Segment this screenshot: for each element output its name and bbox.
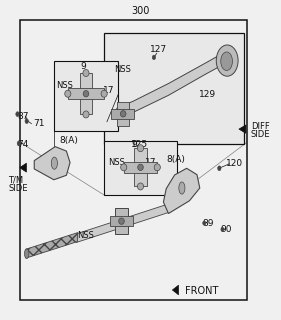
Text: DIFF: DIFF <box>251 122 270 131</box>
Text: 17: 17 <box>144 158 156 167</box>
Text: NSS: NSS <box>108 158 125 167</box>
Ellipse shape <box>137 145 144 152</box>
Polygon shape <box>112 109 134 119</box>
Polygon shape <box>68 88 104 100</box>
Polygon shape <box>26 233 78 258</box>
Polygon shape <box>124 162 157 173</box>
Text: 71: 71 <box>33 119 44 128</box>
Ellipse shape <box>221 52 232 70</box>
Text: 125: 125 <box>131 140 148 149</box>
Text: 9: 9 <box>80 62 86 71</box>
Text: 9: 9 <box>132 140 137 149</box>
Polygon shape <box>34 147 70 180</box>
Text: SIDE: SIDE <box>251 130 270 139</box>
Text: FRONT: FRONT <box>185 286 218 296</box>
Polygon shape <box>117 102 129 126</box>
Ellipse shape <box>51 157 57 169</box>
Ellipse shape <box>17 141 21 146</box>
Ellipse shape <box>203 221 206 225</box>
Text: 90: 90 <box>221 225 232 234</box>
Bar <box>104 141 177 195</box>
Ellipse shape <box>24 249 29 259</box>
Ellipse shape <box>154 164 160 171</box>
Ellipse shape <box>65 90 71 97</box>
Text: 300: 300 <box>131 6 150 16</box>
Ellipse shape <box>218 166 221 171</box>
Text: 129: 129 <box>199 90 216 99</box>
Text: 74: 74 <box>17 140 28 148</box>
Ellipse shape <box>138 164 143 171</box>
Text: 120: 120 <box>226 159 243 168</box>
Text: 87: 87 <box>17 112 28 121</box>
Ellipse shape <box>83 111 89 118</box>
Polygon shape <box>117 52 225 119</box>
Text: T/M: T/M <box>8 176 24 185</box>
Ellipse shape <box>179 182 185 194</box>
Text: NSS: NSS <box>78 231 94 240</box>
Polygon shape <box>115 208 128 234</box>
Bar <box>20 20 247 300</box>
Polygon shape <box>80 73 92 115</box>
Polygon shape <box>76 203 171 243</box>
Ellipse shape <box>120 111 126 117</box>
Ellipse shape <box>25 119 28 124</box>
Ellipse shape <box>119 218 124 224</box>
Ellipse shape <box>83 91 89 97</box>
Ellipse shape <box>152 55 156 60</box>
Bar <box>54 61 118 131</box>
Polygon shape <box>239 125 246 133</box>
Ellipse shape <box>16 112 19 116</box>
Text: NSS: NSS <box>114 65 131 74</box>
Text: 127: 127 <box>150 45 167 54</box>
Polygon shape <box>20 163 26 172</box>
Polygon shape <box>164 168 200 213</box>
Ellipse shape <box>137 183 144 190</box>
Polygon shape <box>134 148 147 187</box>
Text: 17: 17 <box>103 86 114 95</box>
Text: 89: 89 <box>202 219 214 228</box>
Ellipse shape <box>216 45 238 76</box>
Ellipse shape <box>121 164 127 171</box>
Bar <box>104 33 244 144</box>
Polygon shape <box>110 216 133 226</box>
Ellipse shape <box>83 69 89 76</box>
Text: 8(A): 8(A) <box>167 155 186 164</box>
Ellipse shape <box>101 90 107 97</box>
Ellipse shape <box>221 228 224 232</box>
Text: SIDE: SIDE <box>8 184 28 193</box>
Text: 8(A): 8(A) <box>60 136 79 145</box>
Polygon shape <box>172 285 178 295</box>
Text: NSS: NSS <box>56 81 73 90</box>
